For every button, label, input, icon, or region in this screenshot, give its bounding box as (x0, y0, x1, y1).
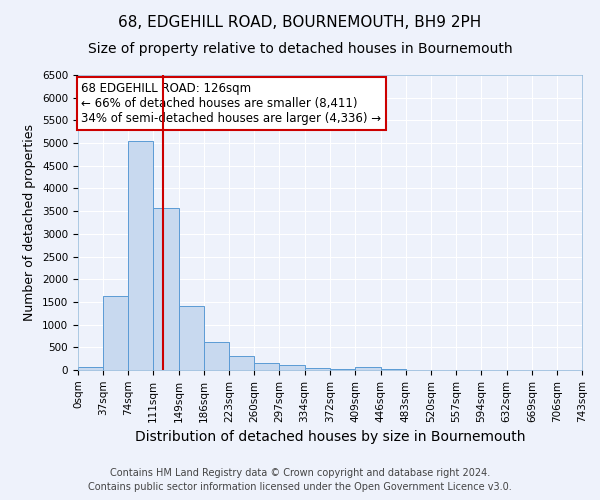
Bar (103, 296, 128, 370)
Bar (280, 365, 305, 370)
Text: Size of property relative to detached houses in Bournemouth: Size of property relative to detached ho… (88, 42, 512, 56)
Text: Contains HM Land Registry data © Crown copyright and database right 2024.: Contains HM Land Registry data © Crown c… (110, 468, 490, 477)
Bar (229, 356, 254, 370)
Text: Contains public sector information licensed under the Open Government Licence v3: Contains public sector information licen… (88, 482, 512, 492)
Bar (305, 368, 331, 370)
Bar (78, 366, 103, 370)
Bar (355, 368, 380, 370)
Y-axis label: Number of detached properties: Number of detached properties (23, 124, 37, 321)
Bar (128, 141, 153, 370)
Bar (204, 342, 229, 370)
Bar (254, 363, 280, 370)
Bar (153, 208, 179, 370)
Bar (179, 306, 204, 370)
X-axis label: Distribution of detached houses by size in Bournemouth: Distribution of detached houses by size … (135, 430, 525, 444)
Text: 68 EDGEHILL ROAD: 126sqm
← 66% of detached houses are smaller (8,411)
34% of sem: 68 EDGEHILL ROAD: 126sqm ← 66% of detach… (82, 82, 382, 125)
Text: 68, EDGEHILL ROAD, BOURNEMOUTH, BH9 2PH: 68, EDGEHILL ROAD, BOURNEMOUTH, BH9 2PH (118, 15, 482, 30)
Bar (331, 368, 355, 370)
Bar (380, 369, 406, 370)
